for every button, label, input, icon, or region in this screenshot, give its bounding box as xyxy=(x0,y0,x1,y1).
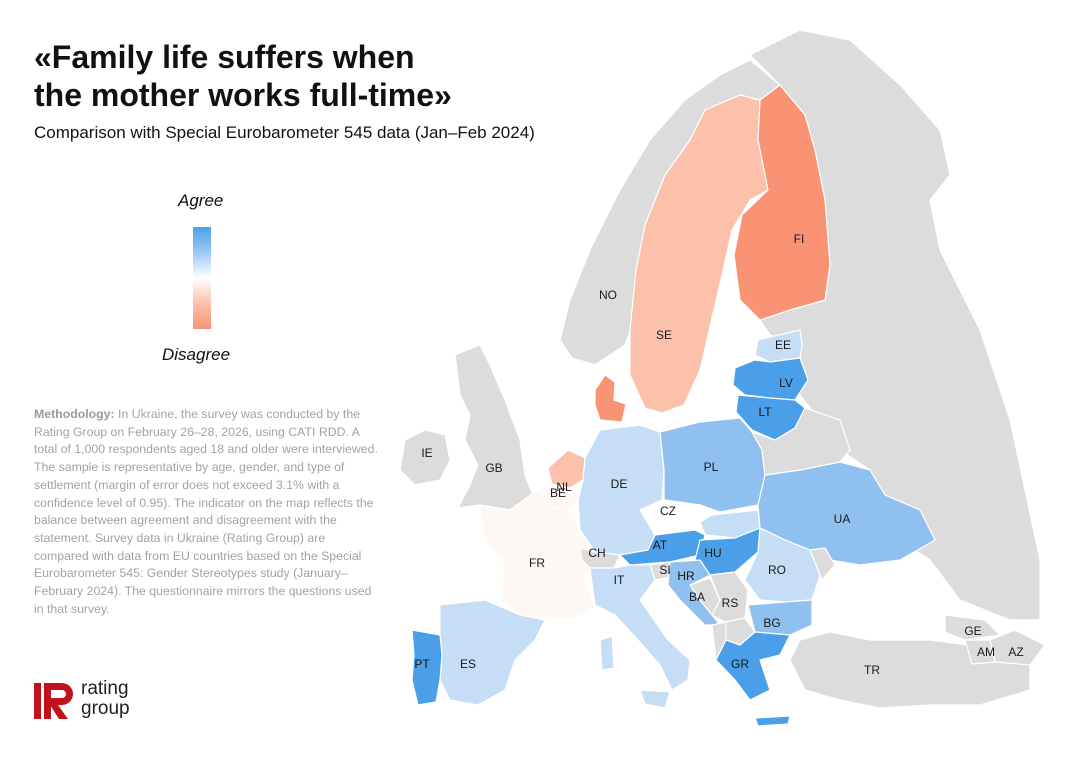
country-shape-SE xyxy=(629,94,769,414)
country-shape-CRETE xyxy=(754,715,791,727)
logo-wordmark: rating group xyxy=(81,679,130,719)
country-label-LV: LV xyxy=(779,376,793,390)
country-label-TR: TR xyxy=(864,663,880,677)
country-label-FI: FI xyxy=(794,232,805,246)
country-label-LT: LT xyxy=(758,405,772,419)
country-shape-GR xyxy=(715,631,791,701)
country-label-AM: AM xyxy=(977,645,995,659)
country-shape-AT xyxy=(619,529,706,566)
country-shape-MD xyxy=(809,547,836,581)
country-shape-LV xyxy=(732,357,809,401)
country-label-NO: NO xyxy=(599,288,617,302)
country-shape-PT xyxy=(411,629,443,706)
country-label-BG: BG xyxy=(763,616,780,630)
country-label-PT: PT xyxy=(414,657,430,671)
methodology-label: Methodology: xyxy=(34,407,115,421)
country-label-SI: SI xyxy=(659,563,670,577)
country-shape-GE xyxy=(944,614,1001,641)
country-label-FR: FR xyxy=(529,556,545,570)
rating-group-logo: rating group xyxy=(34,679,154,722)
logo-word-rating: rating xyxy=(81,678,129,699)
country-shape-BY xyxy=(751,407,851,476)
logo-word-group: group xyxy=(81,698,130,719)
europe-map: IE GB NO SE FI EE LV LT NL BE DE PL CZ F… xyxy=(399,29,1046,727)
country-shape-GB xyxy=(454,344,536,511)
country-label-IT: IT xyxy=(614,573,625,587)
country-label-GB: GB xyxy=(485,461,502,475)
country-label-GE: GE xyxy=(964,624,981,638)
country-label-NL: NL xyxy=(556,480,572,494)
country-shape-IT xyxy=(589,564,691,691)
country-label-IE: IE xyxy=(421,446,432,460)
title-line-2: the mother works full-time» xyxy=(34,77,452,113)
subtitle: Comparison with Special Eurobarometer 54… xyxy=(34,123,535,142)
country-shape-RO xyxy=(744,527,821,603)
title-line-1: «Family life suffers when xyxy=(34,39,415,75)
country-label-EE: EE xyxy=(775,338,791,352)
country-shape-SICILY xyxy=(639,689,671,709)
country-label-ES: ES xyxy=(460,657,476,671)
page-title: «Family life suffers when the mother wor… xyxy=(34,38,514,114)
country-label-GR: GR xyxy=(731,657,749,671)
country-shape-DK xyxy=(594,374,627,423)
country-label-CH: CH xyxy=(588,546,605,560)
country-label-RO: RO xyxy=(768,563,786,577)
country-label-AT: AT xyxy=(653,538,668,552)
country-shape-FI xyxy=(733,84,831,321)
methodology-note: Methodology: In Ukraine, the survey was … xyxy=(34,406,379,618)
legend-disagree-label: Disagree xyxy=(162,345,231,364)
country-shape-IE xyxy=(399,429,451,486)
country-label-SE: SE xyxy=(656,328,672,342)
country-shape-AZ xyxy=(989,629,1046,666)
country-label-BE: BE xyxy=(550,486,566,500)
country-label-DE: DE xyxy=(611,477,628,491)
rating-logo-icon xyxy=(34,683,73,719)
country-label-BA: BA xyxy=(689,590,705,604)
country-label-RS: RS xyxy=(722,596,739,610)
country-label-HR: HR xyxy=(677,569,695,583)
methodology-text: In Ukraine, the survey was conducted by … xyxy=(34,407,378,616)
country-shape-SARDINIA xyxy=(599,635,615,671)
country-label-CZ: CZ xyxy=(660,504,676,518)
legend-color-scale xyxy=(193,227,211,329)
country-label-UA: UA xyxy=(834,512,851,526)
country-shape-FR xyxy=(479,487,596,621)
country-label-PL: PL xyxy=(704,460,719,474)
legend-agree-label: Agree xyxy=(178,191,224,210)
country-label-HU: HU xyxy=(704,546,721,560)
country-label-AZ: AZ xyxy=(1008,645,1023,659)
